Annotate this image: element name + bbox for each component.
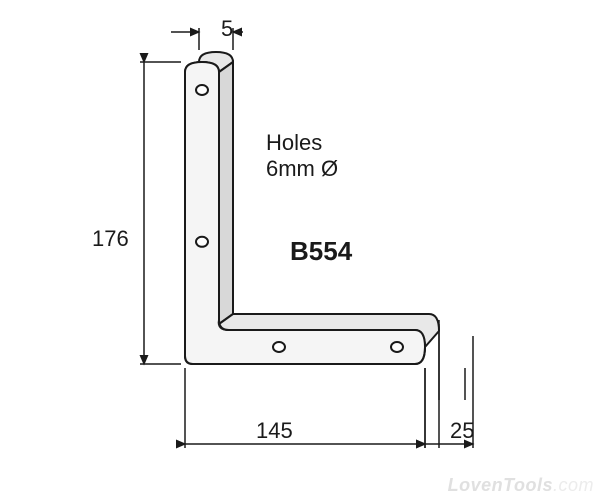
dim-height: 176 [92,226,129,252]
dim-width: 25 [450,418,474,444]
watermark-main: LovenTools [448,475,553,495]
holes-label-line2: 6mm Ø [266,156,338,182]
part-code: B554 [290,236,352,267]
holes-label-line1: Holes [266,130,322,156]
watermark-suffix: .com [553,475,594,495]
dim-thickness: 5 [221,16,233,42]
dim-length: 145 [256,418,293,444]
diagram-container: 5 176 145 25 Holes 6mm Ø B554 LovenTools… [0,0,600,500]
watermark: LovenTools.com [448,475,594,496]
